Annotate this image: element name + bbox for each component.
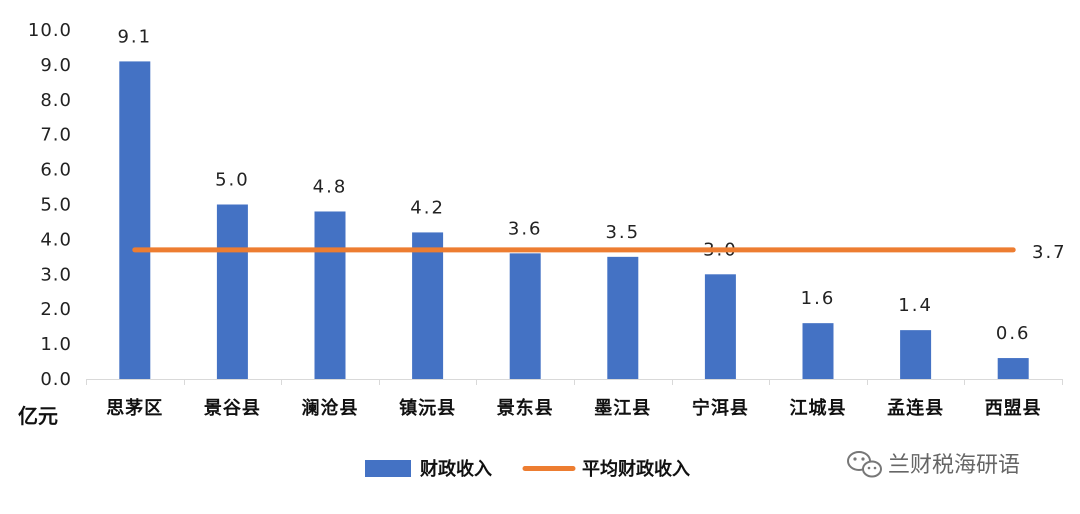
average-line-group: 3.7 <box>132 242 1067 263</box>
y-tick-label: 6.0 <box>40 160 72 181</box>
bar <box>900 330 932 379</box>
bar <box>216 204 248 379</box>
y-axis-ticks: 0.0 1.0 2.0 3.0 4.0 5.0 6.0 7.0 8.0 9.0 10.0 <box>28 20 72 390</box>
average-line-label: 3.7 <box>1032 242 1067 263</box>
y-tick-label: 9.0 <box>40 55 72 76</box>
y-tick-label: 5.0 <box>40 195 72 216</box>
bar-data-label: 3.5 <box>605 222 640 243</box>
category-label: 江城县 <box>790 397 847 419</box>
category-label: 孟连县 <box>887 397 944 419</box>
category-label: 宁洱县 <box>692 397 749 419</box>
y-tick-label: 4.0 <box>40 229 72 250</box>
category-label: 镇沅县 <box>399 397 456 419</box>
watermark: 兰财税海研语 <box>847 451 1020 478</box>
y-tick-label: 7.0 <box>40 125 72 146</box>
bar-data-label: 9.1 <box>117 26 152 47</box>
bars <box>119 61 1029 379</box>
y-tick-label: 1.0 <box>40 334 72 355</box>
bar <box>412 232 444 379</box>
category-label: 景谷县 <box>204 398 261 419</box>
bar <box>607 256 639 379</box>
bar-data-label: 4.2 <box>410 197 445 218</box>
bar-data-label: 1.6 <box>801 288 836 309</box>
bar-data-labels: 9.15.0 4.84.23.6 3.53.01.6 1.40.6 <box>117 26 1031 344</box>
bar <box>704 274 736 379</box>
bar <box>802 323 834 379</box>
bar <box>119 61 151 379</box>
y-tick-label: 10.0 <box>28 20 72 41</box>
bar-data-label: 3.6 <box>508 218 543 239</box>
bar-data-label: 1.4 <box>898 295 933 316</box>
bar-data-label: 5.0 <box>215 170 250 191</box>
category-labels: 思茅区 景谷县 澜沧县 镇沅县 景东县 墨江县 宁洱县 江城县 孟连县 西盟县 <box>106 397 1042 419</box>
category-label: 墨江县 <box>594 398 651 419</box>
wechat-icon <box>847 451 882 478</box>
category-label: 景东县 <box>497 397 554 419</box>
y-tick-label: 8.0 <box>40 90 72 111</box>
legend-label-bar: 财政收入 <box>420 458 492 480</box>
watermark-text: 兰财税海研语 <box>888 453 1020 478</box>
category-label: 思茅区 <box>106 397 163 419</box>
legend-swatch-bar <box>365 460 411 477</box>
bar <box>509 253 541 379</box>
bar <box>314 211 346 379</box>
category-label: 西盟县 <box>985 398 1042 419</box>
legend: 财政收入 平均财政收入 <box>365 458 690 480</box>
bar <box>997 358 1029 379</box>
y-unit-label: 亿元 <box>18 404 58 428</box>
y-tick-label: 3.0 <box>40 264 72 285</box>
legend-label-line: 平均财政收入 <box>582 458 690 480</box>
bar-data-label: 0.6 <box>996 323 1031 344</box>
bar-data-label: 4.8 <box>313 176 348 197</box>
y-tick-label: 0.0 <box>40 369 72 390</box>
category-label: 澜沧县 <box>302 397 359 419</box>
y-tick-label: 2.0 <box>40 299 72 320</box>
x-axis <box>86 379 1063 385</box>
